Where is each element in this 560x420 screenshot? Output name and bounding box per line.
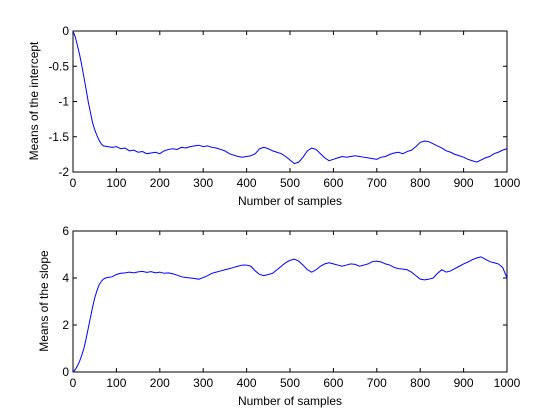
x-tick-label: 300	[193, 376, 213, 390]
top-series-line	[72, 30, 508, 165]
top-y-axis-label: Means of the intercept	[27, 41, 41, 160]
bottom-plot-area	[72, 230, 508, 373]
x-tick-label: 800	[410, 176, 430, 190]
x-tick-label: 900	[454, 176, 474, 190]
bottom-tick-labels: 0 100 200 300 400 500 600 700 800 900 1000 0 2 4 6	[62, 224, 520, 390]
x-tick-label: 500	[280, 376, 300, 390]
top-plot-area	[72, 30, 508, 173]
bottom-chart: 0 100 200 300 400 500 600 700 800 900 1000 0 2 4 6 Num…	[37, 224, 521, 408]
x-tick-label: 0	[70, 176, 77, 190]
y-tick-label: -1	[58, 95, 69, 109]
x-tick-label: 100	[106, 376, 126, 390]
y-tick-label: 0	[62, 24, 69, 38]
y-tick-label: -1.5	[48, 130, 69, 144]
x-tick-label: 1000	[494, 376, 521, 390]
y-tick-label: -2	[58, 165, 69, 179]
x-tick-label: 300	[193, 176, 213, 190]
y-tick-label: 6	[62, 224, 69, 238]
x-tick-label: 800	[410, 376, 430, 390]
x-tick-label: 600	[323, 376, 343, 390]
x-tick-label: 200	[150, 176, 170, 190]
bottom-y-axis-label: Means of the slope	[37, 250, 51, 352]
top-tick-labels: 0 100 200 300 400 500 600 700 800 900 1000 -2 -1.5 -1…	[48, 24, 520, 190]
x-tick-label: 100	[106, 176, 126, 190]
bottom-ticks	[72, 230, 508, 373]
x-tick-label: 500	[280, 176, 300, 190]
x-tick-label: 700	[367, 176, 387, 190]
y-tick-label: 0	[62, 365, 69, 379]
x-tick-label: 400	[237, 376, 257, 390]
x-tick-label: 200	[150, 376, 170, 390]
bottom-series-line	[72, 256, 508, 373]
x-tick-label: 900	[454, 376, 474, 390]
x-tick-label: 1000	[494, 176, 521, 190]
x-tick-label: 400	[237, 176, 257, 190]
bottom-x-axis-label: Number of samples	[238, 394, 342, 408]
y-tick-label: -0.5	[48, 59, 69, 73]
x-tick-label: 600	[323, 176, 343, 190]
x-tick-label: 700	[367, 376, 387, 390]
top-chart: 0 100 200 300 400 500 600 700 800 900 1000 -2 -1.5 -1…	[27, 24, 521, 208]
y-tick-label: 4	[62, 271, 69, 285]
top-x-axis-label: Number of samples	[238, 194, 342, 208]
top-ticks	[72, 30, 508, 173]
y-tick-label: 2	[62, 318, 69, 332]
x-tick-label: 0	[70, 376, 77, 390]
